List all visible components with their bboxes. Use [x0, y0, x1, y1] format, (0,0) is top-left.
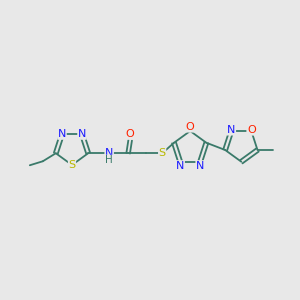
- Text: N: N: [105, 148, 113, 158]
- Text: O: O: [186, 122, 194, 132]
- Text: N: N: [176, 161, 184, 171]
- Text: N: N: [227, 125, 236, 135]
- Text: O: O: [126, 129, 134, 139]
- Text: S: S: [68, 160, 76, 170]
- Text: N: N: [196, 161, 204, 171]
- Text: H: H: [105, 155, 113, 165]
- Text: S: S: [159, 148, 166, 158]
- Text: N: N: [58, 129, 66, 139]
- Text: N: N: [78, 129, 86, 139]
- Text: O: O: [247, 125, 256, 135]
